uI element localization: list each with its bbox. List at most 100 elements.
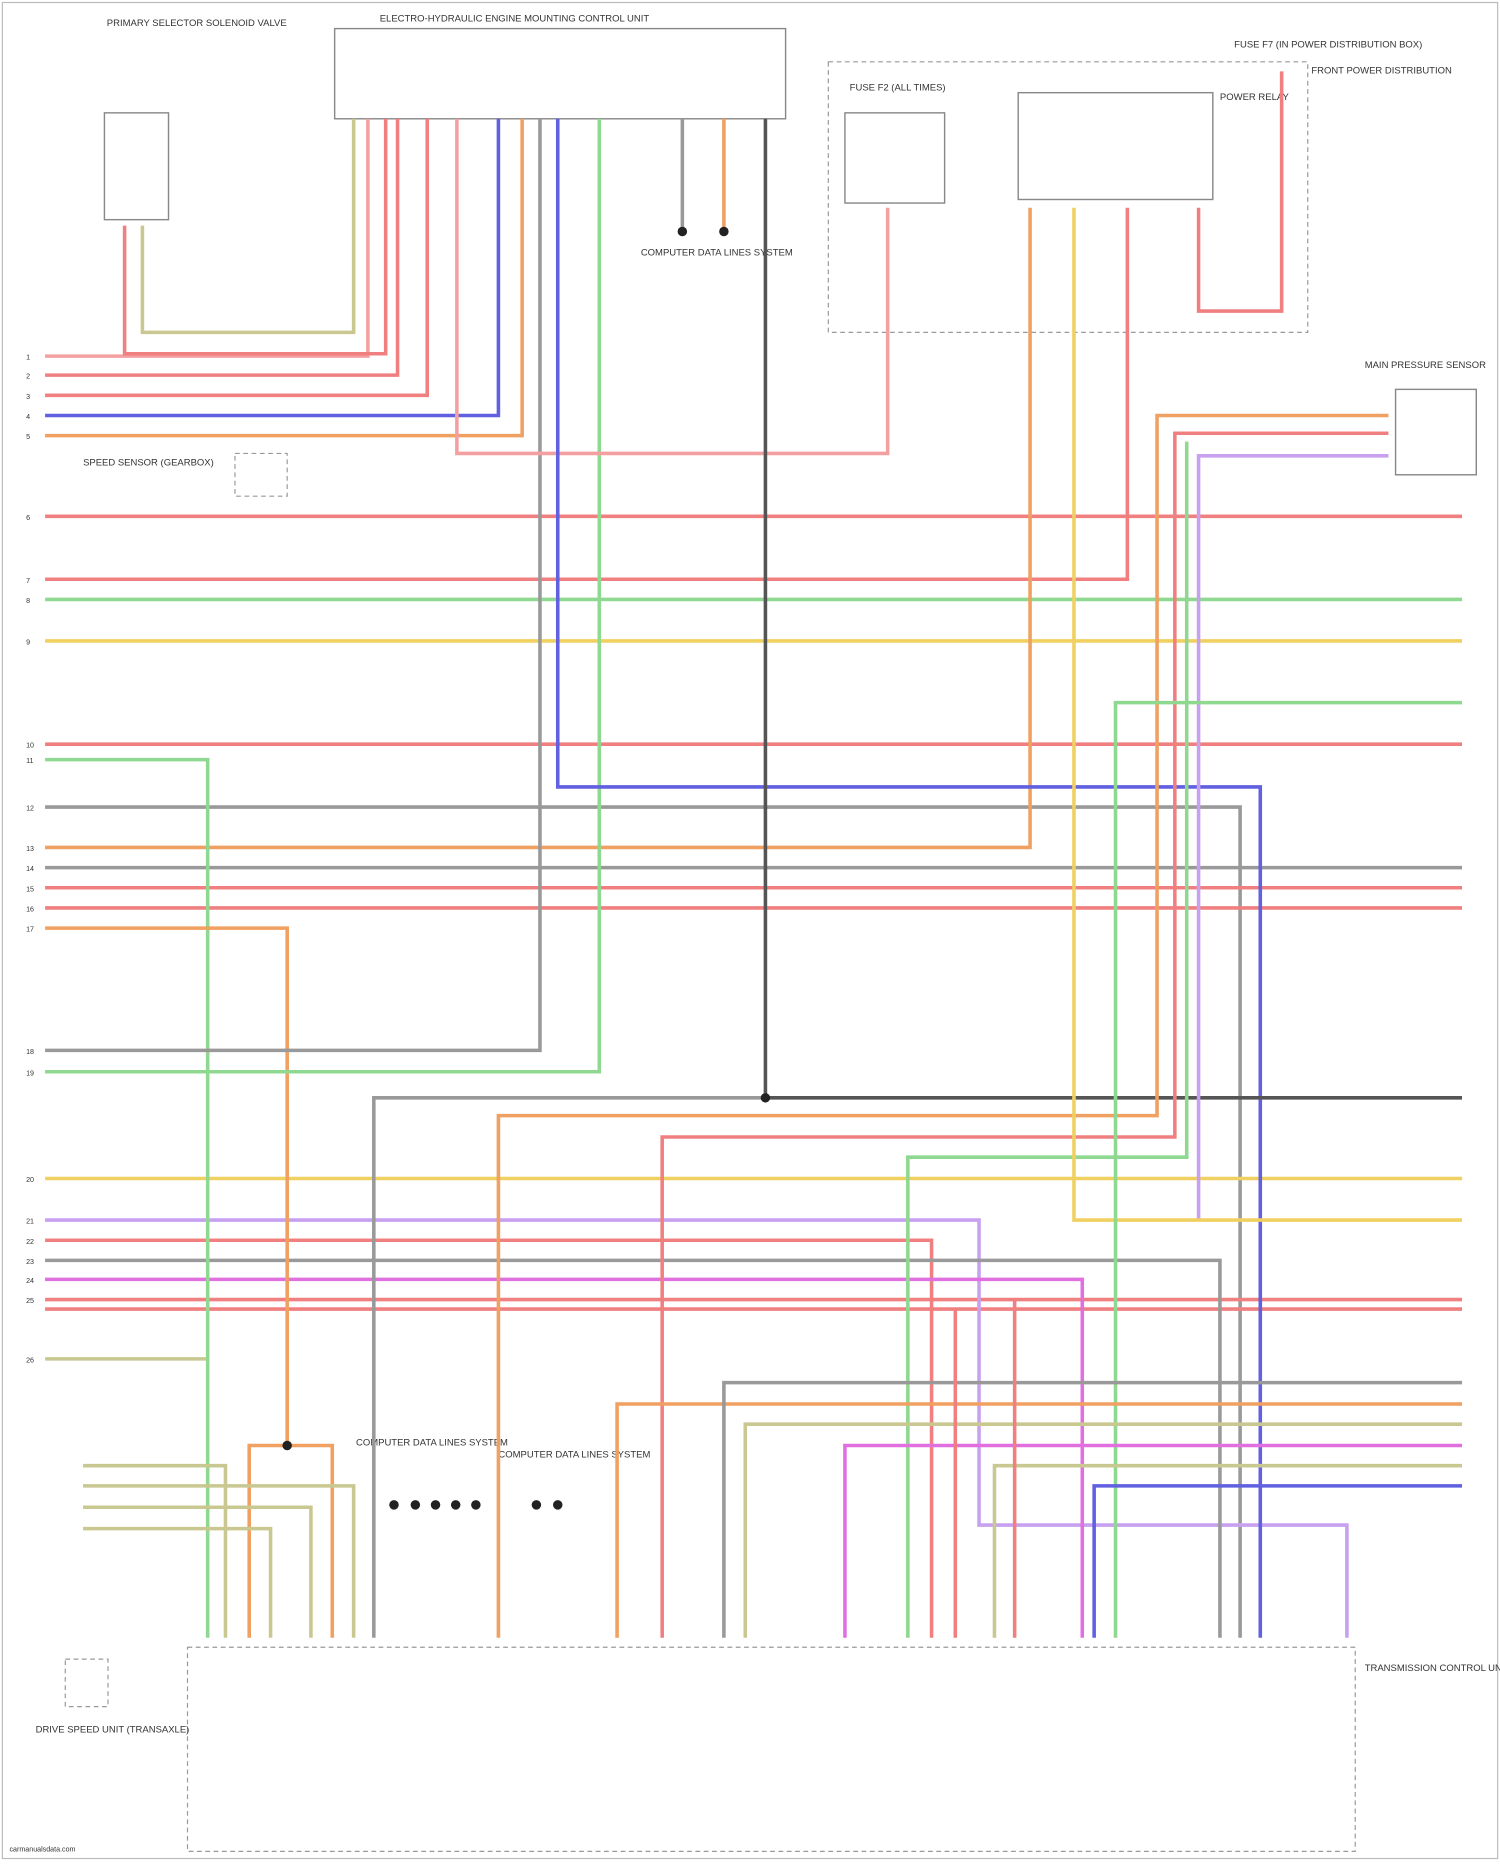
pin-number: 20 <box>26 1176 34 1184</box>
wire <box>83 1463 228 1638</box>
wire <box>455 118 890 456</box>
tcu-box <box>186 1646 1356 1852</box>
wire <box>45 1218 1349 1638</box>
label: SPEED SENSOR (GEARBOX) <box>83 457 214 468</box>
fuse-box <box>844 112 946 204</box>
label: FUSE F2 (ALL TIMES) <box>850 82 946 93</box>
pin-number: 7 <box>26 577 30 585</box>
pin-number: 5 <box>26 433 30 441</box>
label: COMPUTER DATA LINES SYSTEM <box>356 1438 508 1449</box>
wire <box>45 1277 1085 1638</box>
splice <box>677 226 688 237</box>
pin-number: 6 <box>26 514 30 522</box>
label: DRIVE SPEED UNIT (TRANSAXLE) <box>36 1725 190 1736</box>
splice <box>531 1500 542 1510</box>
wire <box>45 118 501 418</box>
splice <box>282 1440 292 1451</box>
pin-number: 26 <box>26 1356 34 1364</box>
pin-number: 24 <box>26 1277 34 1285</box>
wire <box>83 1505 313 1638</box>
relay-box <box>1017 91 1214 201</box>
wire <box>1072 207 1463 1222</box>
wire <box>1196 71 1284 313</box>
wire <box>1092 1484 1463 1638</box>
footer: carmanualsdata.com <box>9 1845 75 1853</box>
wire <box>615 1402 1463 1638</box>
pin-number: 21 <box>26 1218 34 1226</box>
wire <box>83 1526 273 1638</box>
pin-number: 10 <box>26 742 34 750</box>
wire <box>45 118 542 1053</box>
wire <box>45 1238 934 1638</box>
wire <box>45 805 1242 1638</box>
splice <box>430 1500 441 1510</box>
wire <box>1113 700 1463 1638</box>
wire <box>45 118 400 377</box>
wire <box>743 1422 1463 1638</box>
label: PRIMARY SELECTOR SOLENOID VALVE <box>107 18 287 29</box>
pin-number: 1 <box>26 354 30 362</box>
wire <box>140 118 356 335</box>
pin-number: 8 <box>26 597 30 605</box>
wire <box>1196 454 1389 1221</box>
wire <box>555 118 1263 1638</box>
wire <box>45 757 210 1638</box>
pin-number: 16 <box>26 906 34 914</box>
control-unit-box <box>333 27 787 120</box>
label: FUSE F7 (IN POWER DISTRIBUTION BOX) <box>1234 40 1422 51</box>
label: POWER RELAY <box>1220 92 1290 103</box>
wire <box>45 207 1032 850</box>
pin-number: 25 <box>26 1297 34 1305</box>
pin-number: 23 <box>26 1258 34 1266</box>
pin-number: 15 <box>26 885 34 893</box>
wire <box>122 118 388 356</box>
pin-number: 22 <box>26 1238 34 1246</box>
wire <box>45 118 429 398</box>
wire <box>83 1484 356 1638</box>
drive-speed-box <box>64 1658 109 1708</box>
splice <box>553 1500 563 1510</box>
wire <box>45 118 602 1074</box>
wire <box>843 1443 1463 1638</box>
label: TRANSMISSION CONTROL UNIT <box>1365 1663 1500 1674</box>
wire <box>45 207 1130 582</box>
splice <box>471 1500 481 1510</box>
wire <box>722 1380 1463 1638</box>
pin-number: 12 <box>26 805 34 813</box>
power-distribution-box <box>827 61 1309 333</box>
wire <box>45 118 524 438</box>
wires <box>45 71 1463 1638</box>
splice <box>760 1093 771 1103</box>
wire <box>660 431 1389 1638</box>
pin-number: 2 <box>26 373 30 381</box>
speed-sensor-box <box>234 452 288 497</box>
label: MAIN PRESSURE SENSOR <box>1365 360 1486 371</box>
wire <box>45 1258 1222 1638</box>
wire <box>372 1096 766 1638</box>
wire <box>906 441 1189 1638</box>
splice <box>389 1500 399 1510</box>
pin-number: 9 <box>26 639 30 647</box>
wire <box>496 413 1389 1638</box>
wire <box>45 118 370 358</box>
wire <box>992 1463 1463 1638</box>
splice <box>719 226 729 237</box>
pin-number: 4 <box>26 413 30 421</box>
pin-number: 11 <box>26 757 33 765</box>
label: COMPUTER DATA LINES SYSTEM <box>641 247 793 258</box>
label: FRONT POWER DISTRIBUTION <box>1311 66 1452 77</box>
splice <box>410 1500 421 1510</box>
pin-number: 17 <box>26 926 34 934</box>
label: ELECTRO-HYDRAULIC ENGINE MOUNTING CONTRO… <box>380 13 650 24</box>
pin-number: 19 <box>26 1069 34 1077</box>
pin-number: 3 <box>26 393 30 401</box>
sensor-box <box>1394 388 1477 476</box>
splice <box>450 1500 461 1510</box>
pins: 1234567891011121314151617181920212223242… <box>26 354 34 1365</box>
pin-number: 14 <box>26 865 34 873</box>
wire <box>45 926 289 1446</box>
valve-box <box>103 112 170 221</box>
pin-number: 13 <box>26 845 34 853</box>
label: COMPUTER DATA LINES SYSTEM <box>498 1449 650 1460</box>
